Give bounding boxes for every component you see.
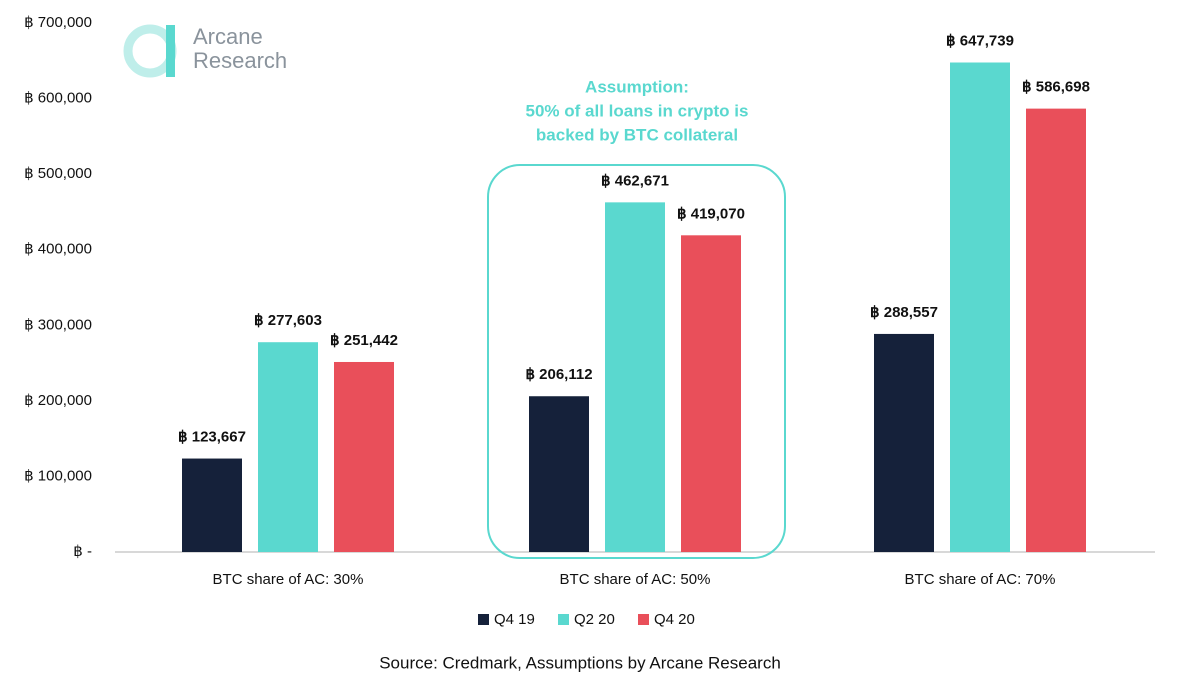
y-tick-label: ฿ 600,000 — [24, 90, 92, 107]
annotation: 50% of all loans in crypto is — [526, 101, 749, 120]
legend-swatch — [558, 614, 569, 625]
legend-swatch — [638, 614, 649, 625]
bar — [258, 342, 318, 552]
bar — [681, 235, 741, 553]
legend-swatch — [478, 614, 489, 625]
y-tick-label: ฿ 400,000 — [24, 241, 92, 258]
x-tick-label: BTC share of AC: 70% — [905, 571, 1056, 588]
y-tick-label: ฿ 700,000 — [24, 14, 92, 31]
bar — [529, 396, 589, 552]
y-tick-label: ฿ 300,000 — [24, 316, 92, 333]
legend-label: Q2 20 — [574, 611, 615, 628]
value-label: ฿ 251,442 — [330, 332, 398, 349]
logo-ring — [123, 24, 177, 78]
legend-label: Q4 19 — [494, 611, 535, 628]
value-label: ฿ 462,671 — [601, 172, 669, 189]
y-tick-label: ฿ 500,000 — [24, 165, 92, 182]
legend-label: Q4 20 — [654, 611, 695, 628]
value-label: ฿ 647,739 — [946, 32, 1014, 49]
logo: Arcane Research — [123, 24, 287, 78]
annotation: Assumption: — [585, 77, 689, 96]
bar — [1026, 108, 1086, 553]
value-label: ฿ 419,070 — [677, 205, 745, 222]
bar — [605, 202, 665, 553]
logo-text: Arcane — [193, 24, 263, 49]
y-tick-label: ฿ 200,000 — [24, 392, 92, 409]
y-tick-label: ฿ 100,000 — [24, 467, 92, 484]
value-label: ฿ 277,603 — [254, 312, 322, 329]
x-tick-label: BTC share of AC: 30% — [213, 571, 364, 588]
annotation: backed by BTC collateral — [536, 125, 738, 144]
logo-bar — [166, 25, 175, 77]
value-label: ฿ 288,557 — [870, 304, 938, 321]
y-tick-label: ฿ - — [73, 543, 92, 560]
source: Source: Credmark, Assumptions by Arcane … — [379, 653, 781, 672]
value-label: ฿ 586,698 — [1022, 79, 1090, 96]
value-label: ฿ 206,112 — [525, 366, 592, 383]
annotation-box — [487, 164, 786, 559]
bar — [950, 62, 1010, 552]
bar — [874, 333, 934, 552]
value-label: ฿ 123,667 — [178, 429, 246, 446]
x-tick-label: BTC share of AC: 50% — [560, 571, 711, 588]
bar — [334, 361, 394, 552]
logo-text: Research — [193, 48, 287, 73]
bar — [182, 458, 242, 552]
